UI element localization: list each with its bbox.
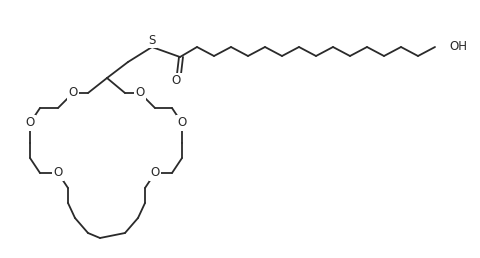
Text: O: O: [135, 86, 144, 100]
Text: O: O: [53, 166, 62, 180]
Text: OH: OH: [448, 41, 466, 53]
Text: O: O: [177, 117, 186, 130]
Text: O: O: [25, 117, 35, 130]
Text: O: O: [68, 86, 77, 100]
Text: O: O: [150, 166, 159, 180]
Text: O: O: [171, 75, 180, 87]
Text: S: S: [148, 34, 156, 46]
